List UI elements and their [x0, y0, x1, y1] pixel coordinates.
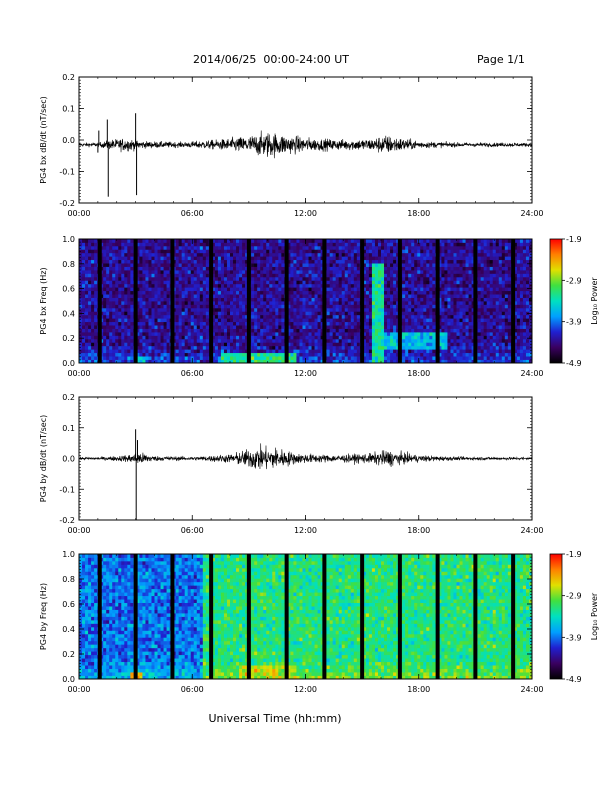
y-tick-label: 0.0 [62, 455, 75, 464]
by-spectrogram-data-gap [284, 554, 289, 679]
by-dbdt-axes: 0.2 0.1 0.0 -0.1 -0.200:00 06:00 12:00 18:00 24:… [39, 393, 544, 535]
colorbar-tick-label: -4.9 [566, 675, 582, 684]
x-tick-label: 24:00 [520, 526, 543, 535]
bx-spectrogram-data-gap [246, 239, 251, 363]
bx-spectrogram-data-gap [511, 239, 516, 363]
bx-dbdt-trace [78, 130, 533, 159]
y-tick-label: 0.8 [62, 260, 75, 269]
bx-spectrogram-data-gap [397, 239, 402, 363]
by-spectrogram-data-gap [209, 554, 214, 679]
page-number: Page 1/1 [477, 53, 525, 66]
y-tick-label: 1.0 [62, 550, 75, 559]
by-dbdt-trace [78, 443, 533, 470]
colorbar-tick-label: -1.9 [566, 235, 582, 244]
x-tick-label: 12:00 [294, 526, 317, 535]
y-tick-label: 0.4 [62, 625, 75, 634]
x-tick-label: 24:00 [520, 369, 543, 378]
bx-spectrogram-data-gap [360, 239, 365, 363]
x-tick-label: 06:00 [181, 369, 204, 378]
bx-dbdt-frame [78, 76, 533, 204]
y-tick-label: 0.2 [62, 393, 75, 402]
by-spectrogram-data-gap [97, 554, 102, 679]
colorbar-tick-label: -1.9 [566, 550, 582, 559]
y-tick-label: -0.1 [59, 485, 75, 494]
y-tick-label: 0.1 [62, 424, 75, 433]
colorbar-scale [549, 238, 563, 364]
x-tick-label: 18:00 [407, 526, 430, 535]
bx-spectrogram-data-gap [435, 239, 440, 363]
colorbar: -1.9 -2.9 -3.9 -4.9 Log₁₀ Power [549, 235, 599, 368]
colorbar-tick-label: -2.9 [566, 276, 582, 285]
y-tick-label: 0.2 [62, 334, 75, 343]
y-tick-label: -0.2 [59, 516, 75, 525]
by-spectrogram-data-gap [322, 554, 327, 679]
colorbar-label: Log₁₀ Power [590, 592, 599, 640]
y-tick-label: 0.0 [62, 136, 75, 145]
colorbar-tick-label: -4.9 [566, 359, 582, 368]
bx-spectrogram-cells [79, 239, 533, 364]
bx-dbdt-ylabel: PG4 bx dB/dt (nT/sec) [39, 96, 48, 183]
colorbar-label: Log₁₀ Power [590, 277, 599, 325]
colorbar-tick-label: -3.9 [566, 633, 582, 642]
x-tick-label: 12:00 [294, 369, 317, 378]
by-spectrogram-ylabel: PG4 by Freq (Hz) [39, 583, 48, 650]
colorbar: -1.9 -2.9 -3.9 -4.9 Log₁₀ Power [549, 550, 599, 684]
y-tick-label: -0.1 [59, 168, 75, 177]
colorbar-tick-label: -3.9 [566, 318, 582, 327]
bx-spectrogram-data-gap [473, 239, 478, 363]
y-tick-label: 0.1 [62, 105, 75, 114]
by-spectrogram-data-gap [511, 554, 516, 679]
x-tick-label: 00:00 [67, 209, 90, 218]
x-axis-label: Universal Time (hh:mm) [209, 712, 342, 725]
y-tick-label: -0.2 [59, 199, 75, 208]
bx-spectrogram-data-gap [322, 239, 327, 363]
by-spectrogram-data-gap [246, 554, 251, 679]
x-tick-label: 24:00 [520, 685, 543, 694]
bx-spectrogram-data-gap [170, 239, 175, 363]
bx-spectrogram-data-gap [133, 239, 138, 363]
y-tick-label: 0.8 [62, 575, 75, 584]
colorbar-scale [549, 553, 563, 680]
y-tick-label: 0.0 [62, 359, 75, 368]
bx-spectrogram-ylabel: PG4 bx Freq (Hz) [39, 267, 48, 334]
x-tick-label: 12:00 [294, 685, 317, 694]
x-tick-label: 00:00 [67, 526, 90, 535]
x-tick-label: 00:00 [67, 369, 90, 378]
x-tick-label: 24:00 [520, 209, 543, 218]
bx-spectrogram-data-gap [209, 239, 214, 363]
by-spectrogram-data-gap [397, 554, 402, 679]
x-tick-label: 06:00 [181, 685, 204, 694]
page-title: 2014/06/25 00:00-24:00 UT [193, 53, 350, 66]
y-tick-label: 0.0 [62, 675, 75, 684]
y-tick-label: 0.4 [62, 309, 75, 318]
x-tick-label: 06:00 [181, 526, 204, 535]
by-spectrogram-cells [79, 554, 533, 680]
by-spectrogram-data-gap [360, 554, 365, 679]
bx-spectrogram-axes: 1.0 0.8 0.6 0.4 0.2 0.000:00 06:00 12:00 18:00 24… [39, 235, 544, 378]
by-spectrogram-data-gap [435, 554, 440, 679]
x-tick-label: 18:00 [407, 685, 430, 694]
by-spectrogram-data-gap [473, 554, 478, 679]
by-spectrogram-data-gap [133, 554, 138, 679]
colorbar-tick-label: -2.9 [566, 592, 582, 601]
by-dbdt-ylabel: PG4 by dB/dt (nT/sec) [39, 415, 48, 502]
y-tick-label: 0.2 [62, 650, 75, 659]
x-tick-label: 18:00 [407, 209, 430, 218]
bx-spectrogram-data-gap [284, 239, 289, 363]
x-tick-label: 12:00 [294, 209, 317, 218]
y-tick-label: 0.2 [62, 73, 75, 82]
x-tick-label: 18:00 [407, 369, 430, 378]
x-tick-label: 06:00 [181, 209, 204, 218]
y-tick-label: 1.0 [62, 235, 75, 244]
y-tick-label: 0.6 [62, 285, 75, 294]
bx-dbdt-axes: 0.2 0.1 0.0 -0.1 -0.200:00 06:00 12:00 18:00 24:… [39, 73, 544, 218]
y-tick-label: 0.6 [62, 600, 75, 609]
by-spectrogram-data-gap [170, 554, 175, 679]
x-tick-label: 00:00 [67, 685, 90, 694]
by-spectrogram-axes: 1.0 0.8 0.6 0.4 0.2 0.000:00 06:00 12:00 18:00 24… [39, 550, 544, 694]
bx-spectrogram-data-gap [97, 239, 102, 363]
